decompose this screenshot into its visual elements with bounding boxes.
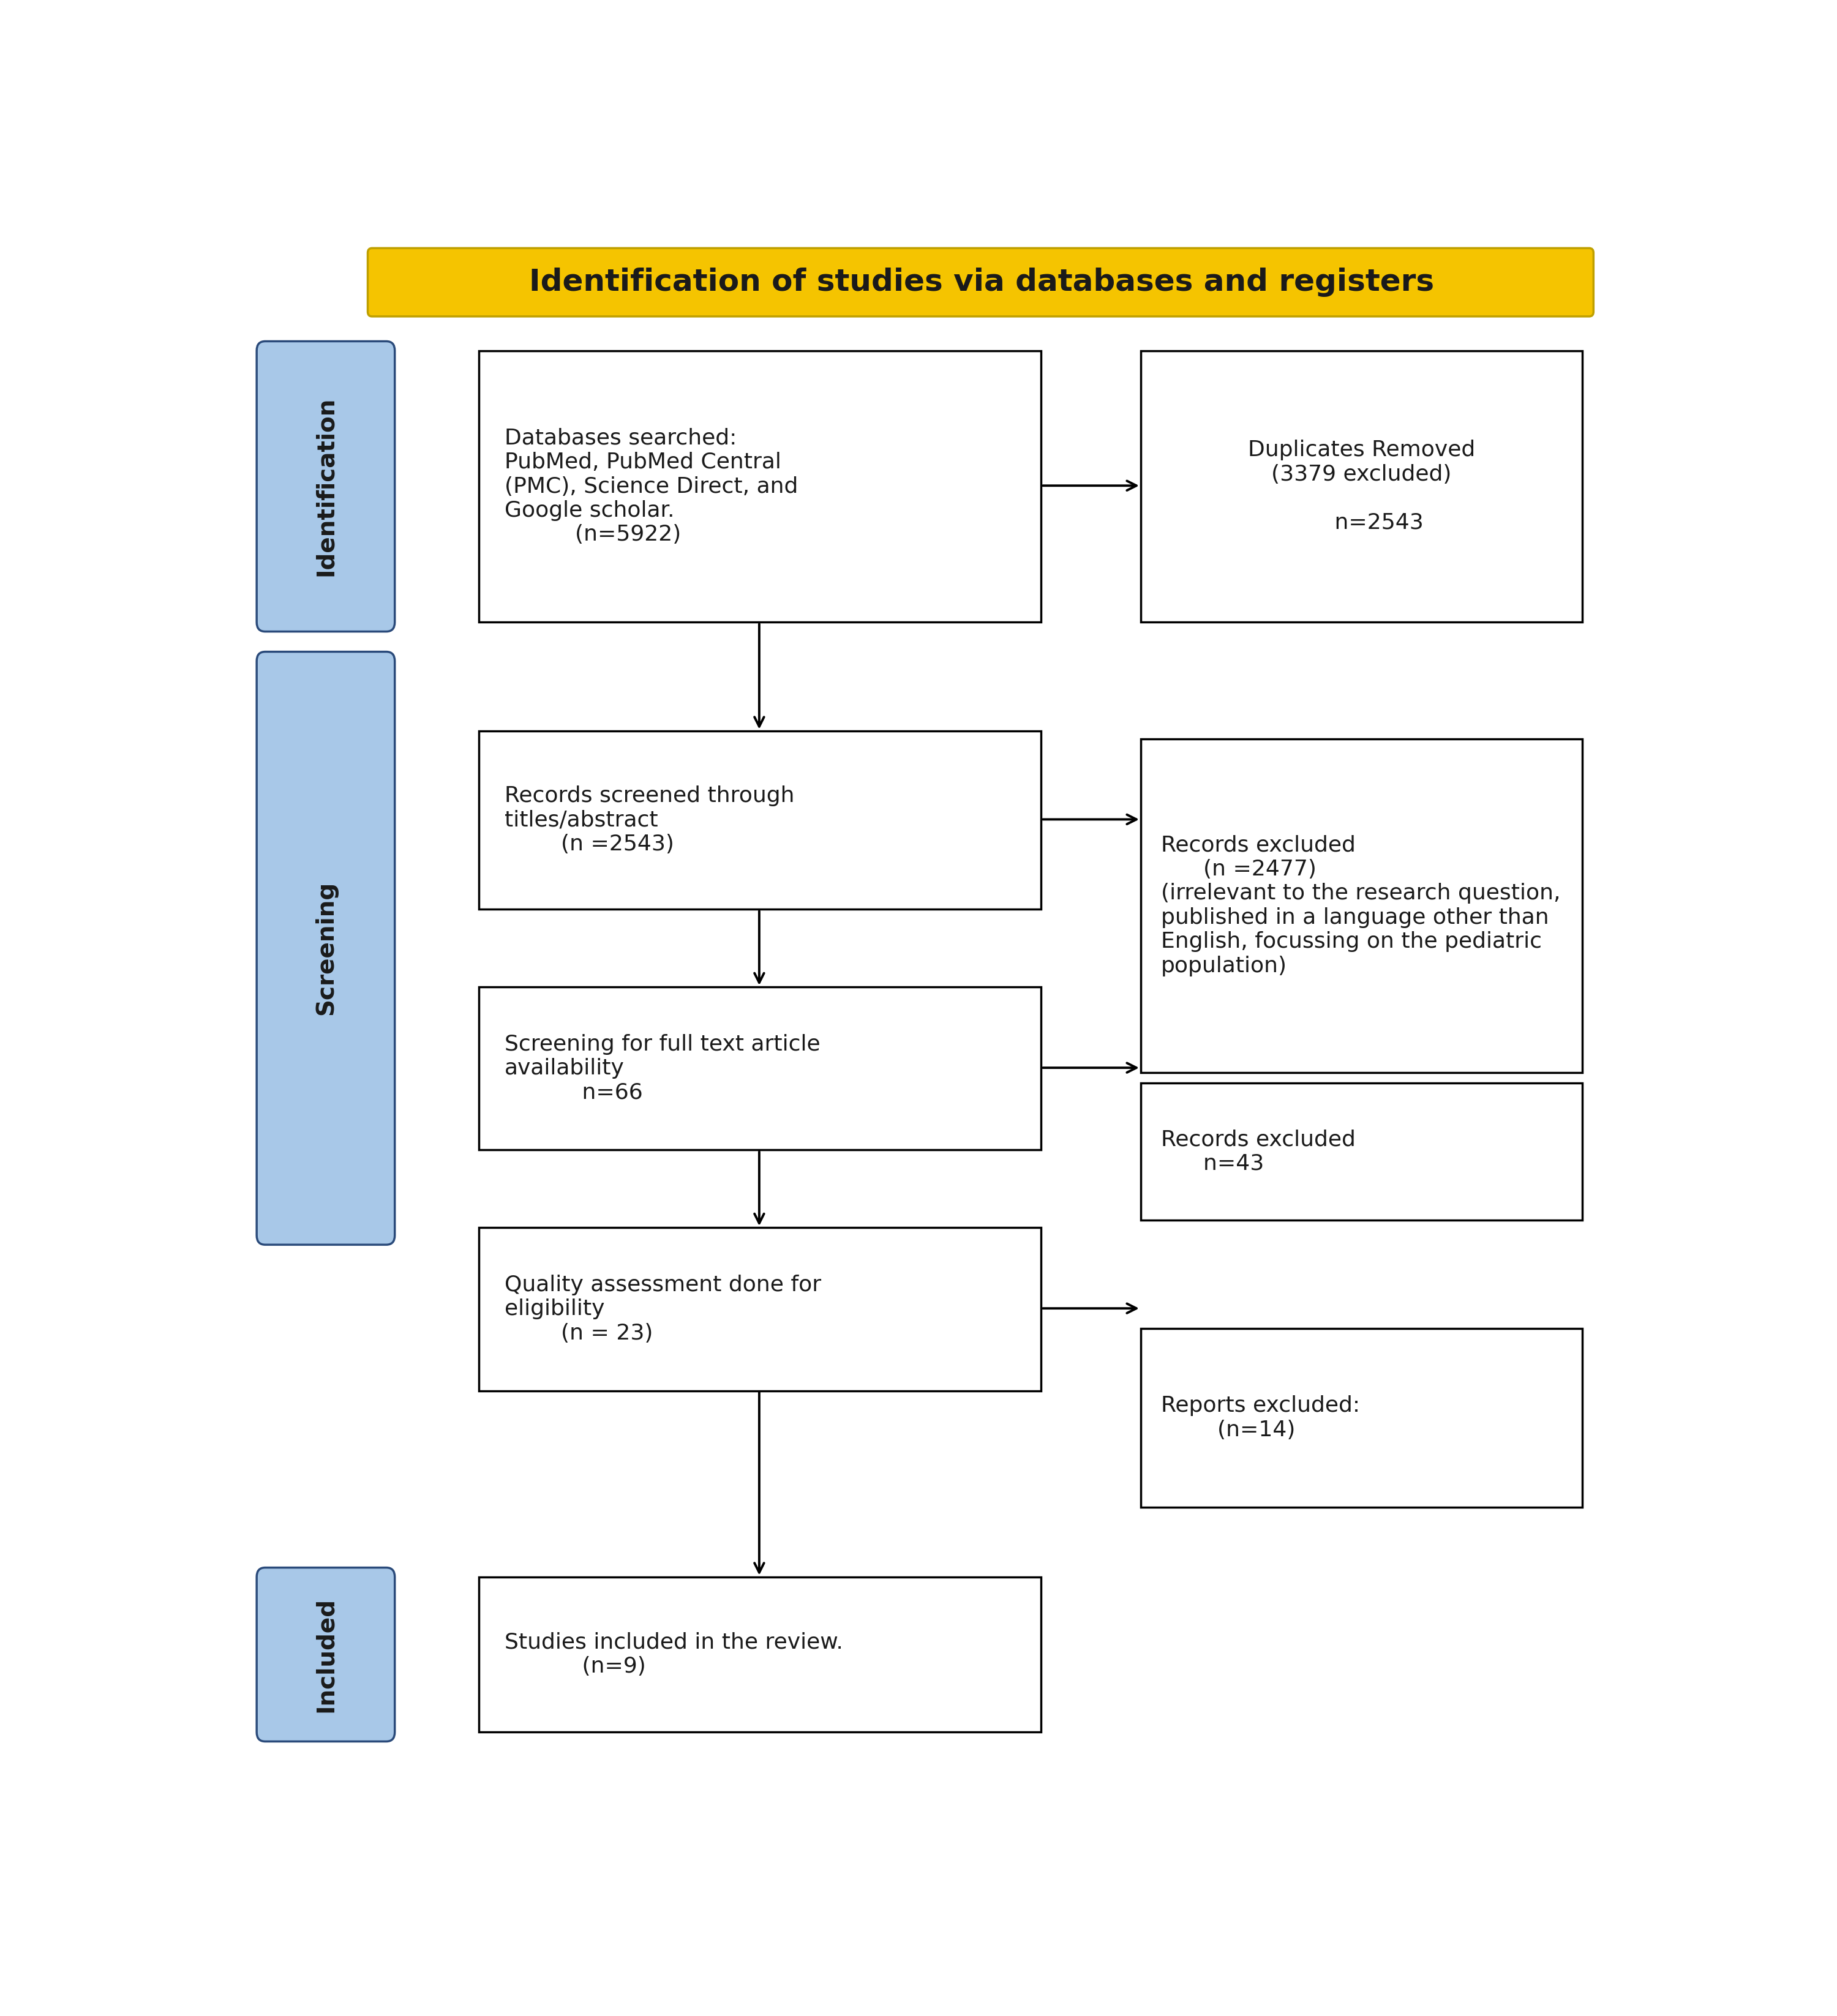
Text: Identification of studies via databases and registers: Identification of studies via databases … <box>529 268 1435 296</box>
Text: Records excluded
      (n =2477)
(irrelevant to the research question,
published: Records excluded (n =2477) (irrelevant t… <box>1161 835 1560 976</box>
FancyBboxPatch shape <box>1141 1083 1582 1220</box>
FancyBboxPatch shape <box>479 351 1042 623</box>
Text: Screening for full text article
availability
           n=66: Screening for full text article availabi… <box>505 1034 819 1103</box>
FancyBboxPatch shape <box>257 1568 395 1742</box>
FancyBboxPatch shape <box>257 341 395 631</box>
FancyBboxPatch shape <box>479 732 1042 909</box>
Text: Duplicates Removed
(3379 excluded)

     n=2543: Duplicates Removed (3379 excluded) n=254… <box>1247 439 1475 532</box>
Text: Screening: Screening <box>314 881 338 1016</box>
Text: Identification: Identification <box>314 397 338 577</box>
FancyBboxPatch shape <box>479 1577 1042 1732</box>
FancyBboxPatch shape <box>479 1228 1042 1391</box>
Text: Records excluded
      n=43: Records excluded n=43 <box>1161 1129 1356 1173</box>
FancyBboxPatch shape <box>1141 738 1582 1073</box>
Text: Records screened through
titles/abstract
        (n =2543): Records screened through titles/abstract… <box>505 786 794 855</box>
Text: Reports excluded:
        (n=14): Reports excluded: (n=14) <box>1161 1395 1359 1439</box>
FancyBboxPatch shape <box>367 248 1593 317</box>
FancyBboxPatch shape <box>1141 351 1582 623</box>
FancyBboxPatch shape <box>479 988 1042 1149</box>
FancyBboxPatch shape <box>257 651 395 1244</box>
Text: Databases searched:
PubMed, PubMed Central
(PMC), Science Direct, and
Google sch: Databases searched: PubMed, PubMed Centr… <box>505 427 797 544</box>
Text: Studies included in the review.
           (n=9): Studies included in the review. (n=9) <box>505 1633 843 1677</box>
Text: Included: Included <box>314 1597 338 1712</box>
Text: Quality assessment done for
eligibility
        (n = 23): Quality assessment done for eligibility … <box>505 1274 821 1345</box>
FancyBboxPatch shape <box>1141 1329 1582 1508</box>
